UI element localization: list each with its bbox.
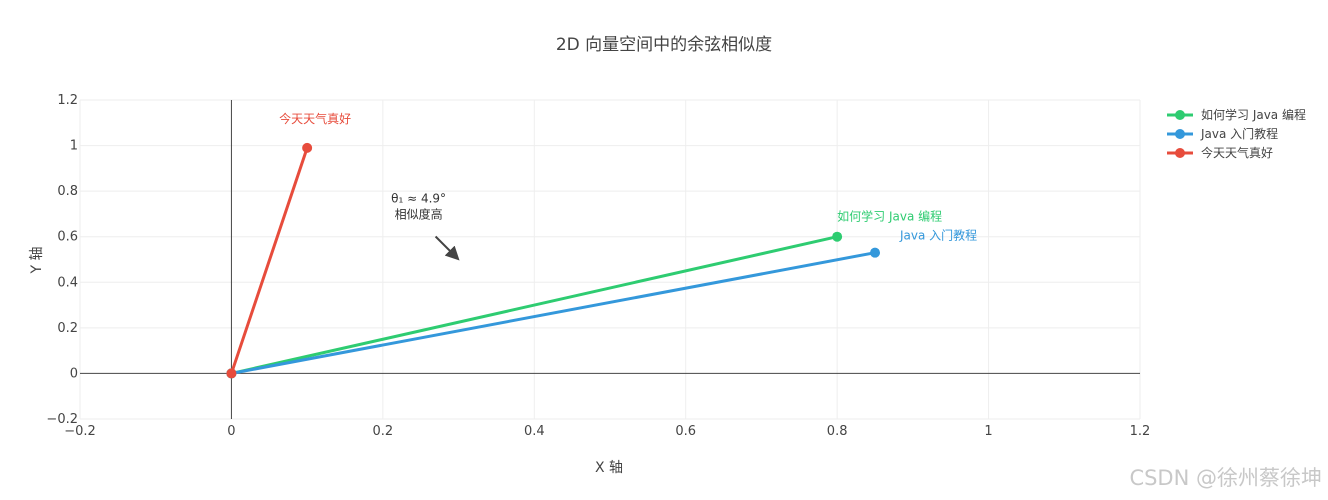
annotation-text: θ₁ ≈ 4.9°: [391, 192, 446, 206]
series-line: [229, 251, 877, 375]
data-point: [302, 142, 313, 153]
series-line: [229, 235, 839, 375]
x-tick-label: 1: [984, 424, 992, 439]
y-tick-label: 0.2: [57, 321, 78, 336]
x-tick-label: 0.2: [373, 424, 394, 439]
watermark: CSDN @徐州蔡徐坤: [1129, 466, 1322, 490]
y-tick-label: 0.4: [57, 275, 78, 290]
grid: [79, 99, 1141, 420]
x-tick-label: 0.8: [827, 424, 848, 439]
x-tick-label: 0.4: [524, 424, 545, 439]
point-label: 今天天气真好: [279, 111, 351, 126]
x-axis-title: X 轴: [595, 460, 623, 476]
tick-labels: −0.2 0 0.2 0.4 0.6 0.8 1 1.2 −0.2 0 0.2 0.4 0.6 0.8 1 1…: [46, 93, 1150, 439]
series-lines: [226, 142, 880, 379]
x-tick-label: 0: [227, 424, 235, 439]
y-tick-label: −0.2: [46, 412, 78, 427]
legend-marker: [1175, 148, 1185, 158]
legend-entry: Java 入门教程: [1200, 126, 1278, 141]
angle-annotation: θ₁ ≈ 4.9°相似度高: [391, 192, 460, 261]
legend-marker: [1175, 110, 1185, 120]
annotation-text: 相似度高: [395, 207, 443, 222]
legend-entry: 今天天气真好: [1201, 145, 1273, 160]
data-point: [870, 247, 880, 258]
y-tick-label: 0: [70, 366, 78, 381]
y-axis-title: Y 轴: [29, 246, 45, 274]
zero-lines: [80, 100, 1140, 419]
y-tick-label: 1: [70, 139, 78, 154]
y-tick-label: 1.2: [57, 93, 78, 108]
annotation-arrow: [434, 235, 460, 261]
series-line: [229, 146, 309, 375]
x-tick-label: 1.2: [1130, 424, 1151, 439]
point-label: 如何学习 Java 编程: [837, 209, 942, 224]
point-labels: 如何学习 Java 编程 Java 入门教程 今天天气真好: [279, 111, 977, 243]
point-label: Java 入门教程: [899, 228, 977, 243]
x-tick-label: −0.2: [64, 424, 96, 439]
data-point: [832, 231, 843, 242]
y-tick-label: 0.6: [57, 230, 78, 245]
chart-title: 2D 向量空间中的余弦相似度: [556, 35, 772, 55]
legend-entry: 如何学习 Java 编程: [1201, 107, 1306, 122]
y-tick-label: 0.8: [57, 184, 78, 199]
data-point: [226, 368, 237, 379]
x-tick-label: 0.6: [675, 424, 696, 439]
legend-marker: [1175, 129, 1185, 139]
